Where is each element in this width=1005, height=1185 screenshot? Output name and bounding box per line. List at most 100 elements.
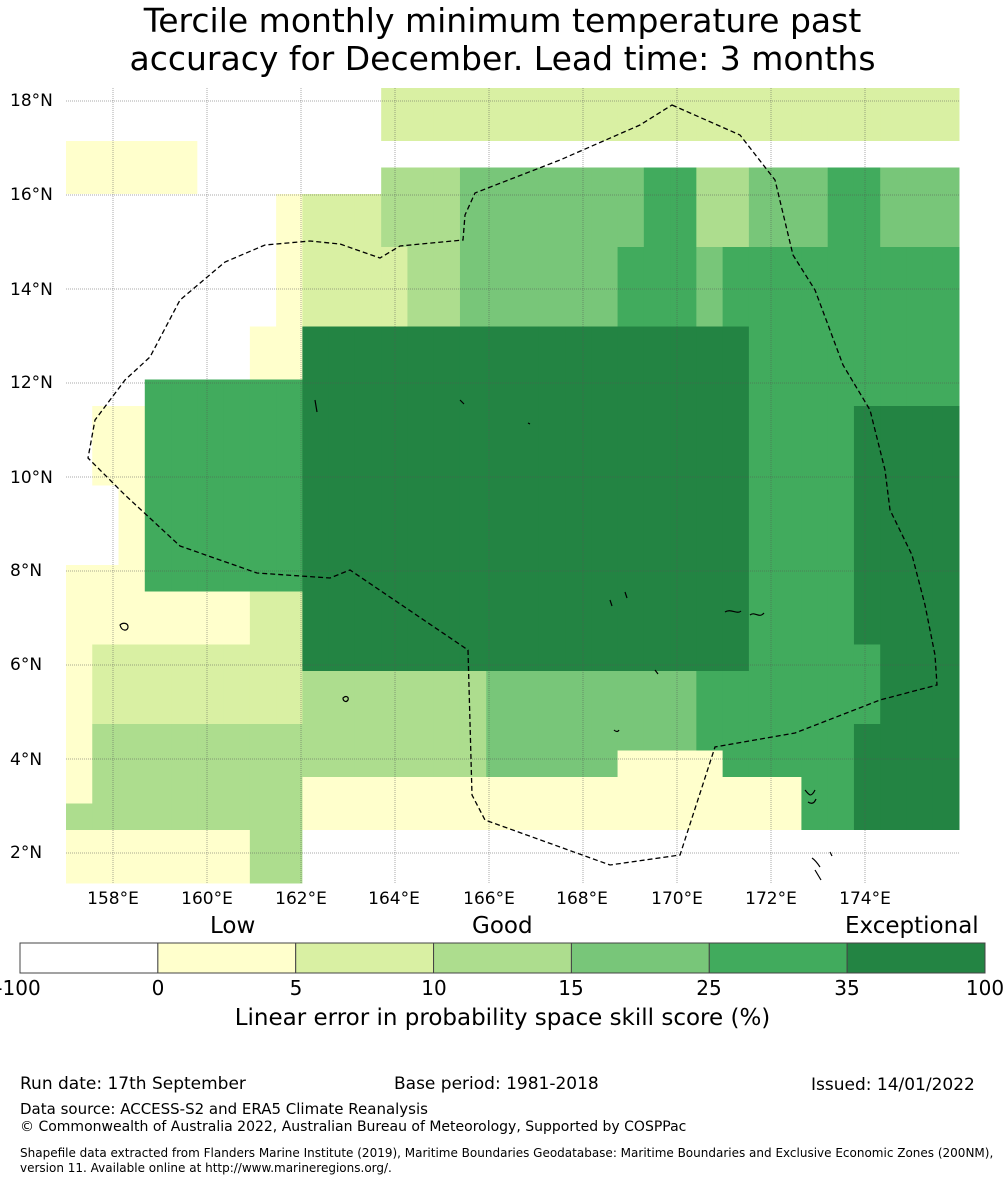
skill-cell (932, 300, 960, 327)
skill-cell (223, 167, 251, 195)
skill-cell (565, 830, 592, 857)
skill-cell (459, 830, 487, 857)
skill-cell (617, 432, 645, 460)
skill-cell (722, 565, 750, 592)
skill-cell (433, 485, 461, 513)
skill-cell (92, 777, 120, 804)
skill-cell (565, 750, 592, 778)
skill-cell (565, 379, 592, 407)
skill-cell (381, 247, 408, 274)
skill-cell (407, 671, 435, 698)
skill-cell (407, 724, 435, 751)
skill-cell (381, 167, 408, 195)
skill-cell (459, 750, 487, 778)
skill-cell (853, 777, 881, 804)
skill-cell (565, 300, 592, 327)
skill-cell (118, 273, 146, 301)
skill-cell (880, 167, 907, 195)
skill-cell (775, 803, 802, 831)
skill-cell (512, 114, 540, 142)
skill-cell (512, 141, 540, 168)
skill-cell (643, 353, 671, 380)
skill-cell (118, 750, 146, 778)
skill-cell (853, 300, 881, 327)
skill-cell (381, 565, 408, 592)
colorbar-swatch (295, 942, 435, 974)
skill-cell (748, 88, 776, 115)
skill-cell (197, 485, 225, 513)
skill-cell (486, 512, 513, 539)
skill-cell (486, 167, 513, 195)
run-date: Run date: 17th September (20, 1074, 246, 1094)
skill-cell (328, 194, 356, 221)
skill-cell (171, 644, 198, 672)
skill-cell (880, 300, 907, 327)
skill-cell (801, 512, 829, 539)
skill-cell (354, 565, 382, 592)
skill-cell (932, 644, 960, 672)
skill-cell (932, 803, 960, 831)
skill-cell (748, 697, 776, 725)
skill-cell (118, 856, 146, 884)
skill-cell (932, 856, 960, 884)
skill-cell (880, 724, 907, 751)
skill-cell (538, 644, 566, 672)
skill-cell (249, 194, 277, 221)
skill-cell (276, 697, 303, 725)
skill-cell (197, 803, 225, 831)
skill-cell (66, 114, 93, 142)
skill-cell (827, 300, 855, 327)
skill-cell (906, 406, 934, 433)
skill-cell (565, 247, 592, 274)
skill-cell (565, 671, 592, 698)
skill-cell (486, 830, 513, 857)
skill-cell (906, 697, 934, 725)
skill-cell (486, 856, 513, 884)
skill-cell (512, 750, 540, 778)
skill-cell (407, 114, 435, 142)
skill-cell (66, 220, 93, 248)
skill-cell (880, 697, 907, 725)
skill-cell (591, 485, 619, 513)
skill-cell (328, 167, 356, 195)
skill-cell (696, 830, 724, 857)
skill-cell (223, 697, 251, 725)
skill-cell (249, 167, 277, 195)
title-line-2: accuracy for December. Lead time: 3 mont… (129, 39, 876, 78)
lat-label: 8°N (10, 561, 43, 581)
skill-cell (538, 353, 566, 380)
skill-cell (302, 724, 330, 751)
skill-cell (512, 671, 540, 698)
skill-cell (249, 432, 277, 460)
skill-cell (459, 379, 487, 407)
skill-cell (670, 88, 697, 115)
skill-cell (591, 141, 619, 168)
skill-cell (853, 247, 881, 274)
skill-cell (381, 671, 408, 698)
skill-cell (880, 538, 907, 566)
skill-cell (144, 88, 172, 115)
skill-cell (197, 538, 225, 566)
skill-cell (722, 724, 750, 751)
skill-cell (486, 724, 513, 751)
skill-cell (906, 167, 934, 195)
skill-cell (827, 724, 855, 751)
skill-cell (223, 671, 251, 698)
skill-cell (775, 644, 802, 672)
skill-cell (66, 326, 93, 354)
skill-cell (565, 697, 592, 725)
skill-cell (696, 432, 724, 460)
skill-cell (381, 538, 408, 566)
island-outlines (119, 399, 833, 881)
skill-cell (722, 644, 750, 672)
skill-cell (381, 353, 408, 380)
skill-cell (538, 591, 566, 619)
skill-cell (538, 141, 566, 168)
skill-cell (591, 114, 619, 142)
skill-cell (407, 591, 435, 619)
skill-cell (433, 353, 461, 380)
skill-cell (328, 300, 356, 327)
skill-cell (775, 353, 802, 380)
skill-cell (696, 591, 724, 619)
skill-cell (617, 406, 645, 433)
